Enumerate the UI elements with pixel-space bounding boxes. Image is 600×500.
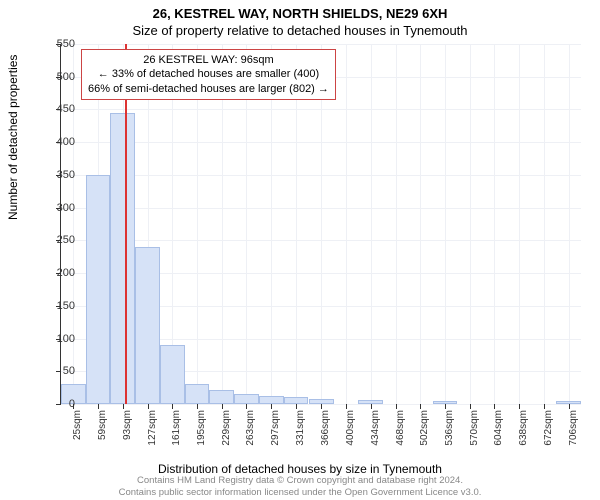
gridline-v	[371, 44, 372, 404]
xtick-mark	[98, 404, 99, 409]
xtick-mark	[569, 404, 570, 409]
histogram-bar	[433, 401, 458, 404]
ytick-label: 250	[35, 234, 75, 246]
ytick-label: 50	[35, 365, 75, 377]
histogram-bar	[556, 401, 581, 404]
xtick-mark	[396, 404, 397, 409]
gridline-v	[519, 44, 520, 404]
xtick-mark	[494, 404, 495, 409]
gridline-v	[569, 44, 570, 404]
xtick-label: 604sqm	[493, 410, 504, 460]
xtick-label: 638sqm	[518, 410, 529, 460]
gridline-v	[544, 44, 545, 404]
ytick-label: 350	[35, 169, 75, 181]
footer-line1: Contains HM Land Registry data © Crown c…	[0, 475, 600, 486]
xtick-mark	[470, 404, 471, 409]
xtick-label: 468sqm	[395, 410, 406, 460]
gridline-v	[396, 44, 397, 404]
xtick-mark	[420, 404, 421, 409]
ytick-label: 550	[35, 38, 75, 50]
xtick-label: 366sqm	[320, 410, 331, 460]
xtick-mark	[519, 404, 520, 409]
xtick-label: 570sqm	[469, 410, 480, 460]
callout-line1: 26 KESTREL WAY: 96sqm	[88, 53, 329, 67]
histogram-bar	[358, 400, 383, 404]
gridline-v	[420, 44, 421, 404]
histogram-bar	[160, 345, 185, 404]
histogram-bar	[234, 394, 259, 404]
gridline-v	[470, 44, 471, 404]
xtick-label: 25sqm	[72, 410, 83, 460]
ytick-label: 300	[35, 202, 75, 214]
x-axis-label: Distribution of detached houses by size …	[0, 462, 600, 476]
xtick-label: 706sqm	[568, 410, 579, 460]
xtick-label: 161sqm	[171, 410, 182, 460]
xtick-label: 672sqm	[543, 410, 554, 460]
xtick-label: 127sqm	[147, 410, 158, 460]
xtick-mark	[197, 404, 198, 409]
histogram-bar	[284, 397, 309, 404]
xtick-mark	[296, 404, 297, 409]
xtick-mark	[346, 404, 347, 409]
ytick-label: 450	[35, 103, 75, 115]
xtick-mark	[172, 404, 173, 409]
xtick-mark	[222, 404, 223, 409]
ytick-label: 400	[35, 136, 75, 148]
histogram-bar	[86, 175, 111, 404]
gridline-v	[445, 44, 446, 404]
xtick-label: 195sqm	[196, 410, 207, 460]
gridline-v	[346, 44, 347, 404]
xtick-label: 229sqm	[221, 410, 232, 460]
xtick-label: 434sqm	[370, 410, 381, 460]
xtick-label: 59sqm	[97, 410, 108, 460]
callout-line3: 66% of semi-detached houses are larger (…	[88, 82, 329, 96]
histogram-bar	[209, 390, 234, 404]
xtick-label: 331sqm	[295, 410, 306, 460]
histogram-bar	[185, 384, 210, 404]
xtick-mark	[246, 404, 247, 409]
y-axis-label: Number of detached properties	[6, 55, 20, 220]
xtick-mark	[123, 404, 124, 409]
footer-line2: Contains public sector information licen…	[0, 487, 600, 498]
ytick-label: 100	[35, 333, 75, 345]
callout-line2: ← 33% of detached houses are smaller (40…	[88, 67, 329, 81]
xtick-label: 400sqm	[345, 410, 356, 460]
xtick-label: 297sqm	[270, 410, 281, 460]
ytick-label: 500	[35, 71, 75, 83]
histogram-bar	[259, 396, 284, 404]
chart-title-line2: Size of property relative to detached ho…	[0, 21, 600, 38]
histogram-bar	[135, 247, 160, 404]
chart-title-line1: 26, KESTREL WAY, NORTH SHIELDS, NE29 6XH	[0, 0, 600, 21]
ytick-label: 0	[35, 398, 75, 410]
histogram-bar	[309, 399, 334, 404]
footer-attribution: Contains HM Land Registry data © Crown c…	[0, 475, 600, 498]
xtick-label: 93sqm	[122, 410, 133, 460]
ytick-label: 150	[35, 300, 75, 312]
ytick-label: 200	[35, 267, 75, 279]
xtick-mark	[148, 404, 149, 409]
chart-container: 26, KESTREL WAY, NORTH SHIELDS, NE29 6XH…	[0, 0, 600, 500]
xtick-mark	[321, 404, 322, 409]
gridline-v	[73, 44, 74, 404]
xtick-mark	[445, 404, 446, 409]
xtick-mark	[544, 404, 545, 409]
histogram-bar	[110, 113, 135, 404]
xtick-mark	[271, 404, 272, 409]
xtick-label: 502sqm	[419, 410, 430, 460]
xtick-label: 536sqm	[444, 410, 455, 460]
gridline-v	[494, 44, 495, 404]
xtick-label: 263sqm	[245, 410, 256, 460]
plot-area: 26 KESTREL WAY: 96sqm ← 33% of detached …	[60, 44, 581, 405]
callout-box: 26 KESTREL WAY: 96sqm ← 33% of detached …	[81, 49, 336, 100]
xtick-mark	[371, 404, 372, 409]
